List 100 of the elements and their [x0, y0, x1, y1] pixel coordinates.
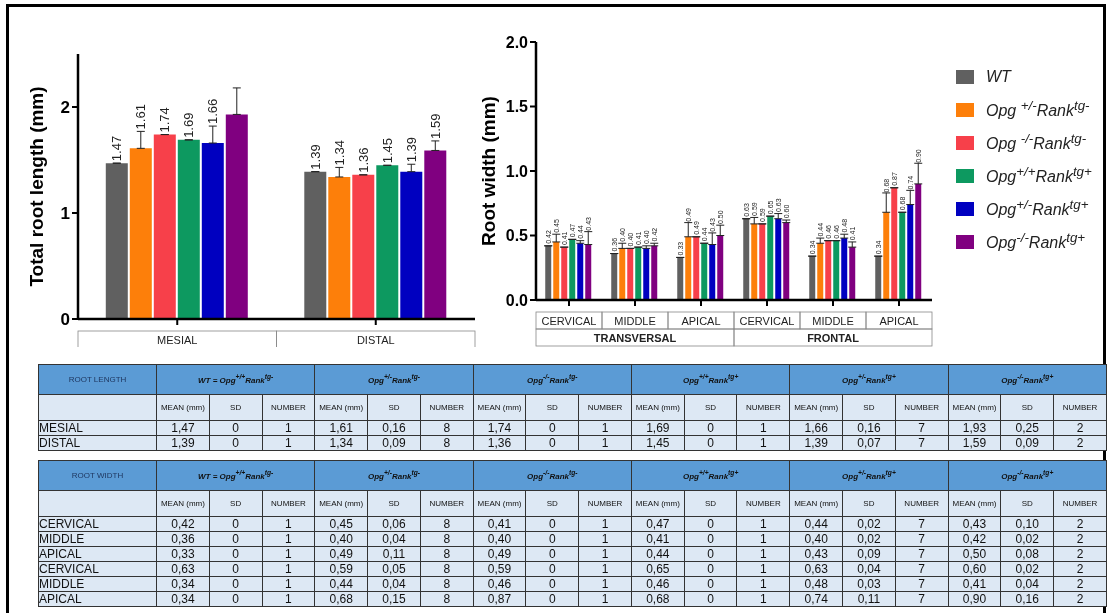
- category-label: MEAN (mm): [473, 394, 526, 421]
- bar: [651, 245, 658, 300]
- category-label: MIDDLE: [39, 577, 85, 591]
- text: 0: [707, 592, 714, 606]
- category-label: NUMBER: [262, 394, 315, 421]
- text: 0,09: [857, 547, 881, 561]
- text: 0,09: [1015, 436, 1039, 450]
- text: 0: [707, 547, 714, 561]
- data-label: 1.34: [331, 140, 347, 166]
- x-tick-label: APICAL: [879, 315, 919, 327]
- bar: [783, 222, 790, 300]
- text: Opg$^{+/+}$Rank$^{tg+}$: [682, 469, 739, 482]
- text: 1: [285, 577, 292, 591]
- x-tick-label: CERVICAL: [541, 315, 597, 327]
- bar: [352, 174, 375, 319]
- text: 0,41: [962, 577, 987, 591]
- bar: [561, 247, 568, 300]
- text: 1: [601, 436, 609, 450]
- category-label: MEAN (mm): [156, 394, 210, 421]
- bar: [883, 212, 890, 300]
- bar: [875, 256, 882, 300]
- text: 0,68: [646, 592, 670, 606]
- category-label: NUMBER: [1053, 394, 1107, 421]
- text: 0,46: [487, 577, 512, 591]
- category-label: NUMBER: [895, 490, 949, 517]
- text: 0,02: [1015, 562, 1039, 576]
- category-label: MEAN (mm): [314, 490, 368, 517]
- x-tick-label: MIDDLE: [614, 315, 656, 327]
- text: 0,25: [1015, 421, 1039, 435]
- text: 8: [443, 592, 451, 606]
- text: 1: [285, 436, 292, 450]
- text: 1: [285, 562, 292, 576]
- bar: [685, 236, 692, 300]
- text: 0,02: [1015, 532, 1039, 546]
- bar: [643, 248, 650, 300]
- text: 2: [1076, 421, 1084, 435]
- text: 7: [918, 421, 926, 435]
- category-label: MEAN (mm): [314, 394, 368, 421]
- text: 0,04: [857, 562, 881, 576]
- text: Opg$^{-/-}$Rank$^{tg-}$: [527, 373, 578, 386]
- text: 1: [601, 517, 609, 531]
- text: 1: [285, 532, 292, 546]
- text: 7: [918, 577, 926, 591]
- text: 7: [918, 547, 926, 561]
- text: 1,69: [646, 421, 670, 435]
- text: 0,15: [382, 592, 406, 606]
- bar: [915, 183, 922, 300]
- text: 1,34: [329, 436, 353, 450]
- category-label: MESIAL: [39, 421, 84, 435]
- text: 0: [232, 421, 239, 435]
- category-label: SD: [209, 490, 263, 517]
- text: 0,04: [382, 577, 406, 591]
- text: Opg$^{-/-}$Rank$^{tg+}$: [1001, 373, 1054, 386]
- text: 0,43: [804, 547, 828, 561]
- category-label: MEAN (mm): [631, 394, 685, 421]
- bar: [611, 253, 618, 300]
- text: Opg$^{+/-}$Rank$^{tg+}$: [842, 469, 896, 482]
- category-label: NUMBER: [736, 490, 790, 517]
- text: 1: [285, 592, 292, 606]
- bar: [825, 240, 832, 300]
- bar: [701, 243, 708, 300]
- category-label: SD: [684, 490, 737, 517]
- text: Opg$^{+/-}$Rank$^{tg-}$: [367, 469, 420, 482]
- text: 0,11: [382, 547, 406, 561]
- bar: [376, 165, 399, 319]
- text: 0: [548, 532, 556, 546]
- text: 0,44: [329, 577, 353, 591]
- bar: [743, 218, 750, 300]
- text: 2: [1076, 436, 1084, 450]
- legend-label: Opg $^{+/-}$Rank$^{tg-}$: [986, 98, 1090, 121]
- data-label: 1.66: [205, 98, 221, 125]
- y-axis-title: Root width (mm): [477, 96, 499, 246]
- data-label: 1.47: [109, 135, 125, 162]
- text: 0: [232, 577, 239, 591]
- text: 0,44: [804, 517, 828, 531]
- legend-label: Opg$^{-/-}$Rank$^{tg+}$: [986, 230, 1086, 253]
- text: 1,61: [329, 421, 353, 435]
- text: 0,40: [329, 532, 353, 546]
- data-label: 1.39: [403, 136, 419, 163]
- text: 0: [548, 517, 556, 531]
- text: 0,10: [1015, 517, 1039, 531]
- category-label: SD: [1000, 490, 1054, 517]
- bar: [129, 148, 152, 319]
- text: 0,68: [329, 592, 353, 606]
- bar: [424, 150, 447, 319]
- text: 0: [548, 421, 556, 435]
- text: 1,39: [804, 436, 828, 450]
- text: 1: [285, 517, 292, 531]
- legend-label: Opg$^{+/+}$Rank$^{tg+}$: [986, 164, 1092, 187]
- text: 0,34: [171, 577, 195, 591]
- category-label: MEAN (mm): [948, 394, 1001, 421]
- text: WT = Opg$^{+/+}$Rank$^{tg-}$: [198, 373, 274, 386]
- text: 8: [443, 547, 451, 561]
- category-label: NUMBER: [895, 394, 949, 421]
- text: 0,47: [646, 517, 670, 531]
- text: 0,36: [171, 532, 195, 546]
- bar: [775, 218, 782, 300]
- bar: [693, 236, 700, 300]
- text: 0,63: [804, 562, 828, 576]
- y-tick-label: 0.0: [505, 291, 529, 309]
